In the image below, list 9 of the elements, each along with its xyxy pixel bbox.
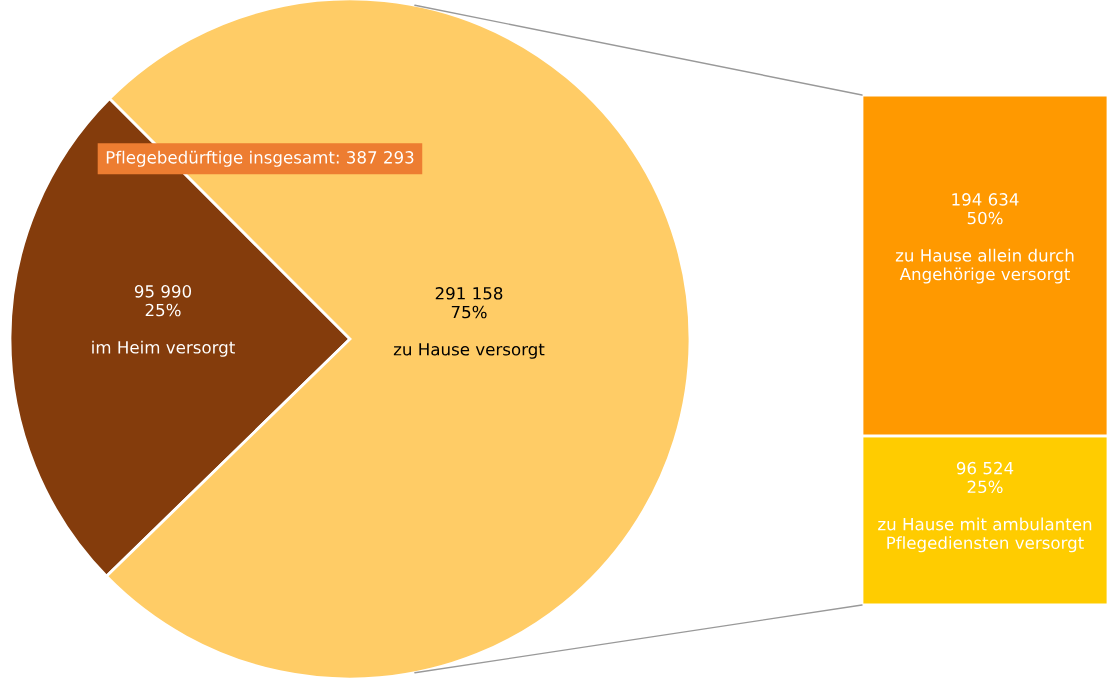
slice-label: im Heim versorgt <box>92 340 235 357</box>
text: Pflegebedürftige insgesamt: 387 293 <box>106 150 414 167</box>
slice-label: zu Hause versorgt <box>393 343 545 359</box>
data-label: 95 990 25% <box>134 285 192 317</box>
series-label: zu Hause allein durch Angehörige versorgt <box>895 248 1074 284</box>
data-label: 194 634 50% <box>952 193 1019 225</box>
data-label: 96 524 25% <box>956 461 1014 494</box>
series-label: zu Hause mit ambulanten Pflegediensten versorgt <box>878 517 1092 553</box>
data-label: 291 158 75% <box>435 287 503 319</box>
